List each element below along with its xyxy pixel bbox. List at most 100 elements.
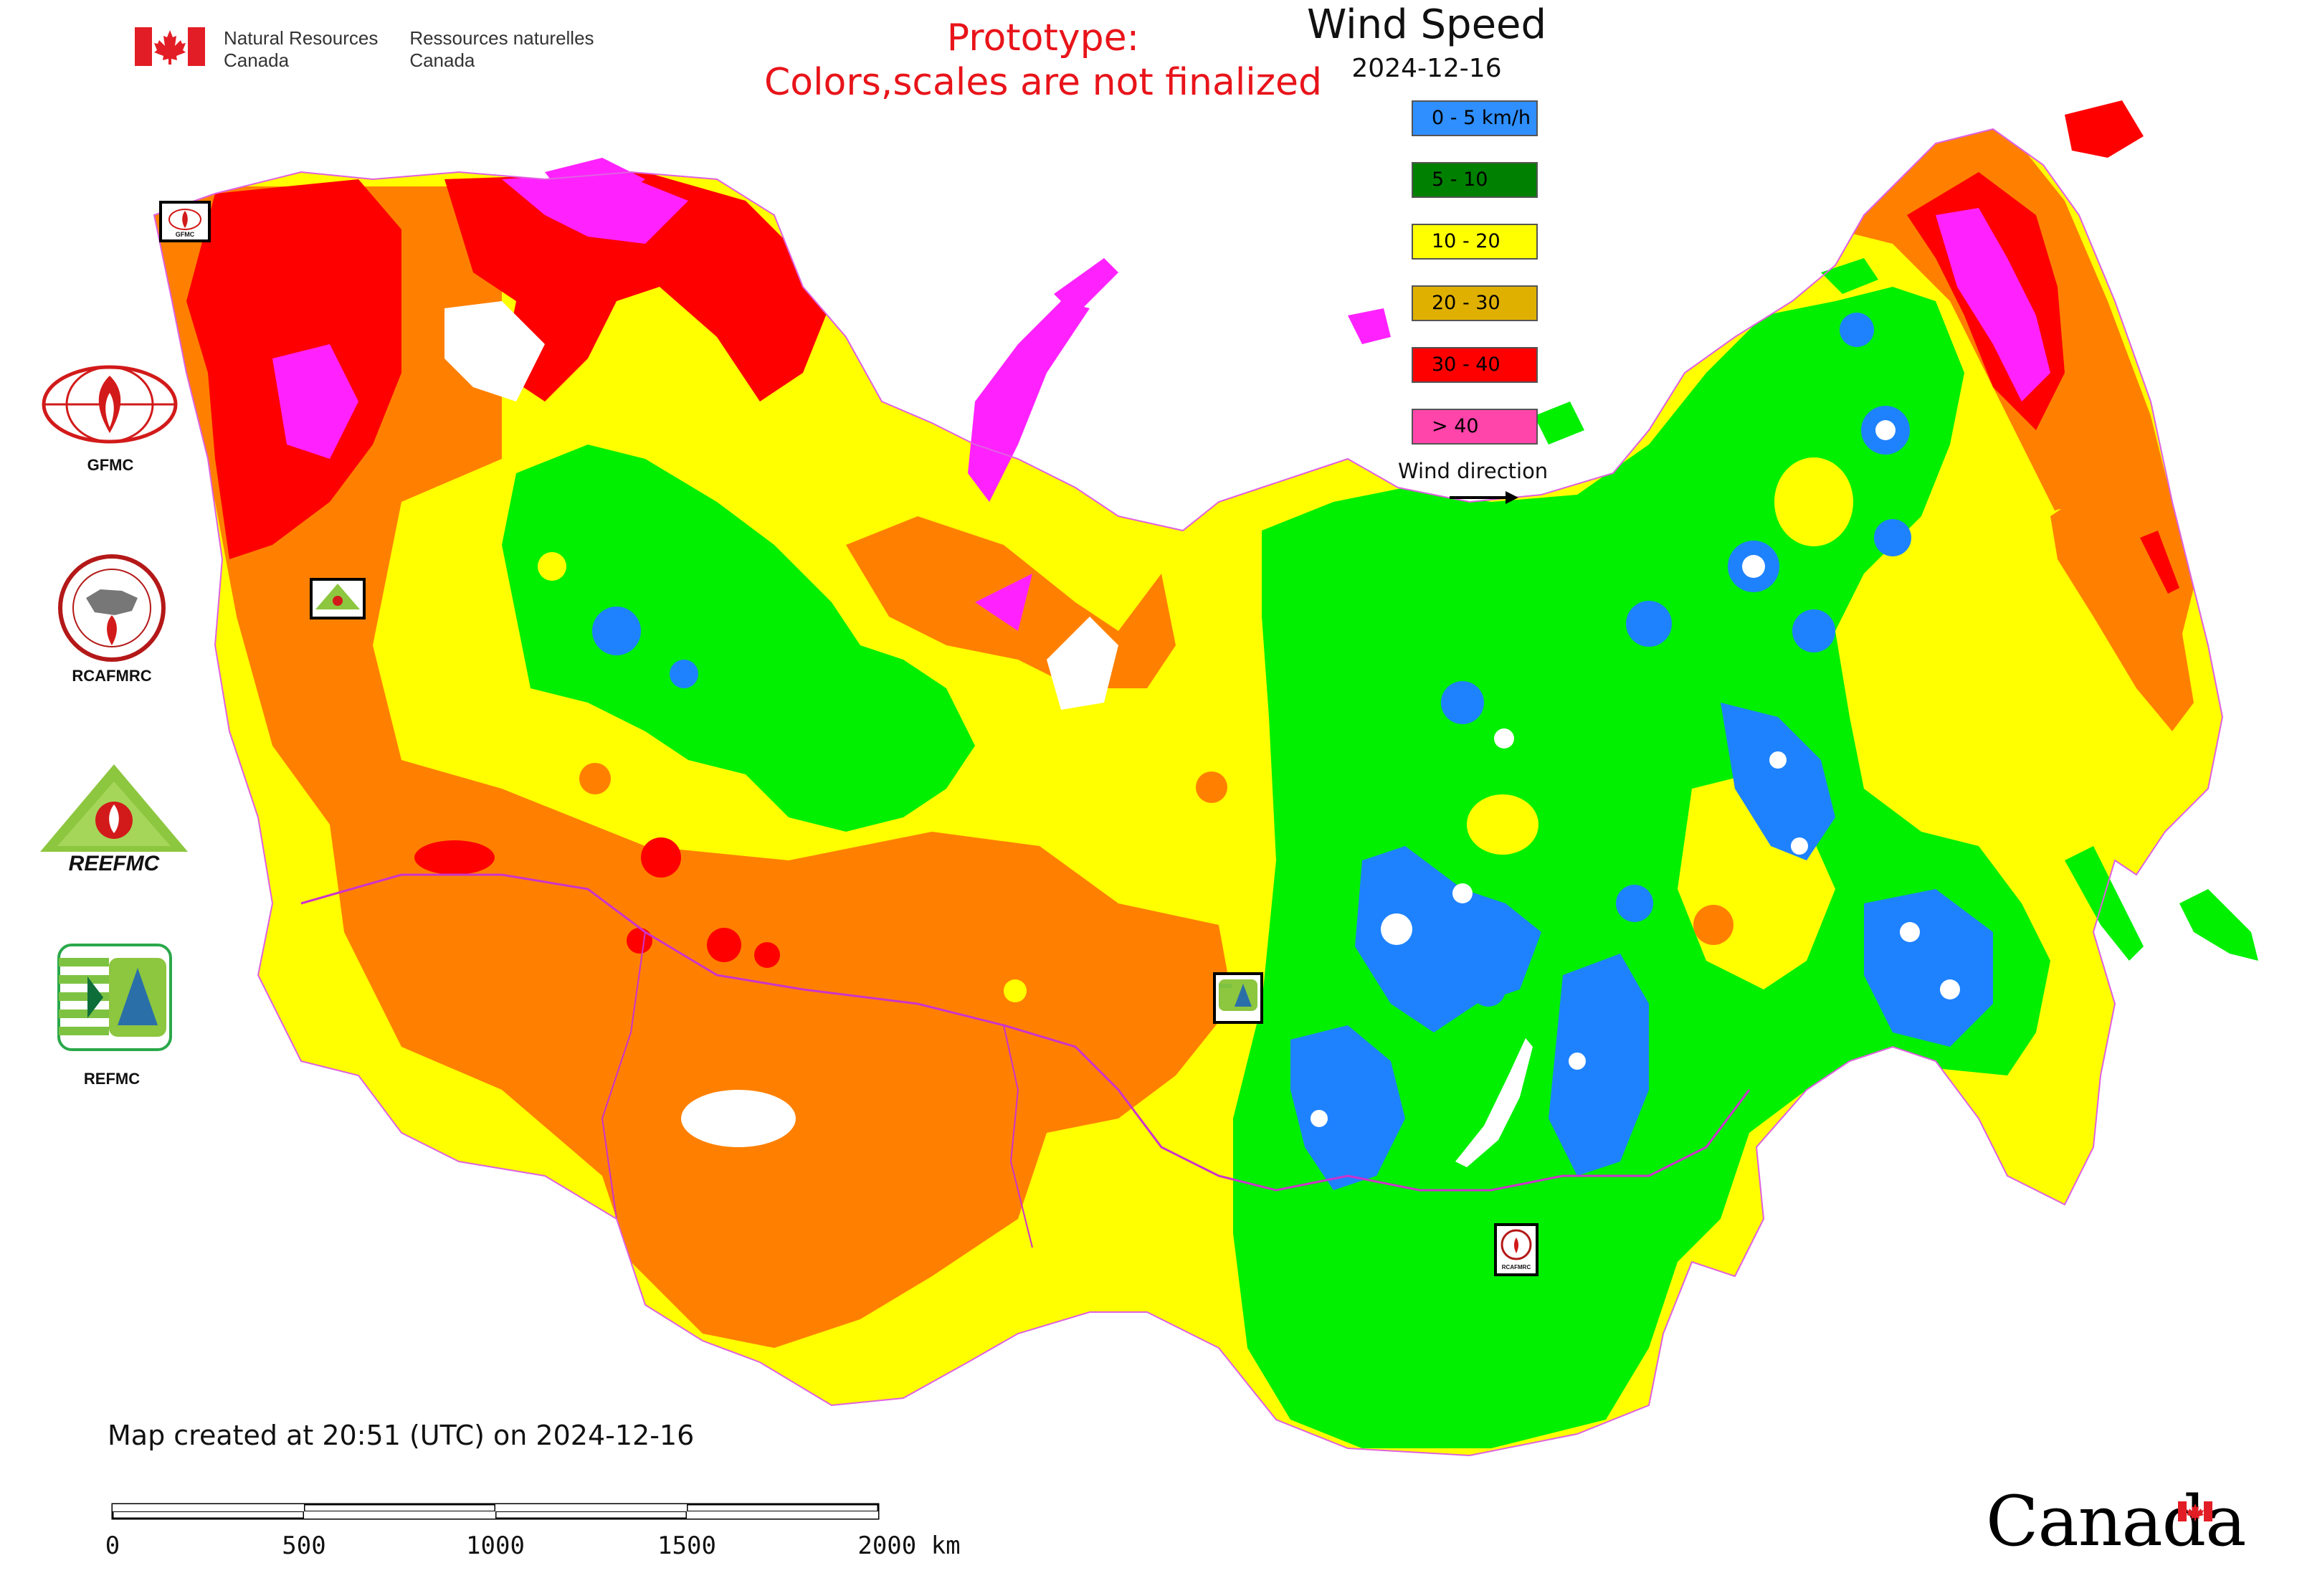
svg-text:RCAFMRC: RCAFMRC (1502, 1264, 1531, 1270)
reefmc-logo-icon: REEFMC (37, 764, 191, 875)
scale-label-1500: 1500 (657, 1531, 716, 1560)
zone-moderate-spot (1004, 979, 1027, 1002)
zone-gale-novaya (975, 574, 1032, 631)
scale-label-500: 500 (282, 1531, 326, 1560)
zone-fresh-spot (1196, 771, 1227, 803)
reefmc-badge-icon (310, 578, 366, 619)
legend-item-moderate: 10 - 20 (1412, 224, 1538, 260)
legend: Wind Speed 2024-12-16 0 - 5 km/h 5 - 10 … (1307, 1, 1548, 504)
legend-title: Wind Speed (1306, 1, 1547, 48)
kola-north-coast (545, 158, 645, 201)
zone-moderate-pocket (1467, 794, 1538, 855)
white-sea (444, 301, 545, 402)
legend-date: 2024-12-16 (1351, 54, 1502, 83)
refmc-logo-icon (57, 944, 172, 1051)
scale-label-0: 0 (105, 1531, 120, 1560)
japan-island (2179, 889, 2258, 961)
agency-name-en: Natural Resources Canada (224, 27, 379, 71)
lake-baikal (1455, 1038, 1533, 1167)
zone-fresh-spot (1693, 905, 1733, 945)
zone-gale-west (272, 344, 358, 459)
zone-calm-spot (1840, 313, 1874, 347)
legend-item-strong: 30 - 40 (1412, 347, 1538, 383)
zone-moderate-pocket (2065, 1040, 2151, 1154)
canada-wordmark-flag-icon (2178, 1501, 2212, 1521)
zone-strong-spot (627, 928, 652, 954)
svg-text:REEFMC: REEFMC (69, 852, 161, 875)
scale-label-1000: 1000 (466, 1531, 525, 1560)
zone-calm-spot (1792, 609, 1835, 652)
zone-calm-spot (1441, 681, 1484, 724)
zone-fresh-west (154, 186, 1233, 1348)
zone-moderate-pocket (1774, 457, 1853, 546)
sakhalin-island (2065, 846, 2144, 961)
gfmc-badge-icon: GFMC (159, 201, 211, 242)
gfmc-logo-icon (42, 365, 178, 444)
zone-calm-spot (1471, 972, 1506, 1007)
legend-item-fresh: 20 - 30 (1412, 285, 1538, 321)
canada-wordmark: Canada (1986, 1481, 2246, 1562)
nrcan-signature: Natural Resources Canada Ressources natu… (135, 27, 594, 72)
zone-calm-5 (1864, 889, 1993, 1047)
country-border (300, 873, 1751, 1192)
calm-core (1452, 883, 1473, 903)
map-created-note: Map created at 20:51 (UTC) on 2024-12-16 (108, 1420, 695, 1451)
calm-core (1311, 1110, 1328, 1127)
rcafmrc-caption: RCAFMRC (72, 667, 152, 685)
calm-core (1791, 837, 1808, 855)
zone-calm-spot (1616, 885, 1653, 922)
zone-calm-3 (1549, 954, 1649, 1176)
kara-sea-gulf (1047, 617, 1118, 710)
zone-strong-spot (414, 840, 495, 875)
scale-bar (111, 1503, 880, 1520)
zone-gale-east (1936, 208, 2050, 402)
agency-name-fr: Ressources naturelles Canada (409, 27, 594, 71)
calm-core (1769, 751, 1787, 769)
prototype-notice: Prototype: Colors,scales are not finaliz… (764, 16, 1323, 104)
scale-label-2000: 2000 km (857, 1531, 961, 1560)
rcafmrc-badge-icon: RCAFMRC (1494, 1223, 1538, 1276)
lake-balkhash (681, 1090, 796, 1147)
severnaya-zemlya (1534, 402, 1584, 445)
franz-josef-land (1348, 308, 1391, 344)
zone-strong-spot (641, 837, 681, 878)
refmc-caption: REFMC (83, 1070, 141, 1088)
wind-direction-arrow-icon (1450, 491, 1518, 504)
zone-gale-north (502, 172, 688, 244)
calm-core (1569, 1053, 1586, 1070)
calm-core (1494, 728, 1514, 749)
zone-strong-spot (707, 928, 741, 962)
wind-direction-label: Wind direction (1398, 459, 1549, 483)
rcafmrc-logo-icon (58, 554, 166, 662)
internal-border (1003, 1025, 1033, 1248)
zone-moderate-spot (538, 552, 566, 581)
gfmc-caption: GFMC (87, 456, 134, 474)
svg-text:GFMC: GFMC (176, 231, 195, 238)
kamchatka-peninsula (2050, 488, 2194, 731)
zone-calm-2 (1290, 1025, 1405, 1190)
new-siberian-islands (1821, 258, 1878, 294)
zone-strong-spot (754, 942, 780, 968)
zone-light-east (1233, 287, 2050, 1448)
calm-core (1742, 555, 1765, 578)
calm-core (1381, 913, 1412, 945)
zone-calm-spot (1626, 601, 1672, 647)
legend-item-gale: > 40 (1412, 409, 1538, 445)
chukotka-tip (2065, 100, 2144, 158)
zone-light-west (502, 445, 975, 832)
zone-calm-spot (592, 607, 641, 655)
calm-core (1940, 979, 1960, 999)
novaya-zemlya-north (1054, 258, 1118, 315)
zone-calm-4 (1721, 703, 1835, 860)
zone-fresh-spot (579, 763, 611, 794)
zone-calm-spot (1874, 519, 1911, 556)
refmc-badge-icon (1213, 972, 1263, 1024)
calm-core (1875, 420, 1896, 440)
legend-item-light: 5 - 10 (1412, 162, 1538, 198)
land-outline (153, 128, 2224, 1457)
zone-calm-spot (670, 660, 698, 688)
internal-border (601, 931, 646, 1220)
canada-flag-icon (135, 27, 205, 66)
legend-item-calm: 0 - 5 km/h (1412, 100, 1538, 136)
